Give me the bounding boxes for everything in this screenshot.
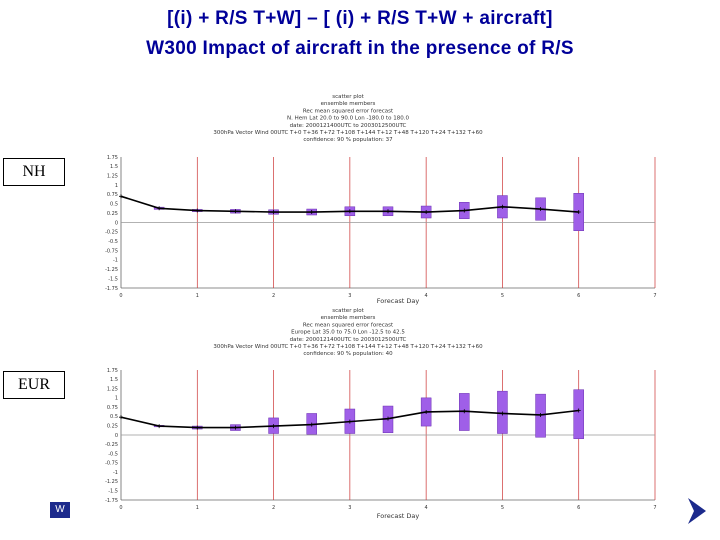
x-tick-label: 4 (425, 505, 428, 511)
x-tick-label: 5 (501, 293, 504, 299)
y-tick-label: -1.5 (108, 276, 118, 282)
caption-line: confidence: 90 % population: 37 (303, 137, 393, 143)
y-tick-label: -0.75 (105, 248, 118, 254)
mean-point (500, 411, 505, 416)
mean-point (195, 208, 200, 213)
x-tick-label: 3 (348, 293, 351, 299)
mean-point (347, 209, 352, 214)
confidence-box (573, 389, 584, 439)
mean-point (424, 210, 429, 215)
x-tick-label: 0 (119, 505, 122, 511)
caption-line: confidence: 90 % population: 40 (303, 351, 393, 357)
x-tick-label: 6 (577, 293, 580, 299)
mean-point (271, 424, 276, 429)
y-tick-label: 1 (115, 396, 118, 402)
caption-line: Rec mean squared error forecast (303, 322, 394, 328)
caption-line: 300hPa Vector Wind 00UTC T+0 T+36 T+72 T… (213, 344, 483, 350)
eur-panel-label: EUR (3, 371, 65, 399)
y-tick-label: 0 (115, 220, 118, 226)
caption-line: ensemble members (321, 101, 376, 107)
caption-line: ensemble members (321, 315, 376, 321)
caption-line: scatter plot (332, 308, 364, 314)
nh-panel-label: NH (3, 158, 65, 186)
x-tick-label: 6 (577, 505, 580, 511)
caption-line: 300hPa Vector Wind 00UTC T+0 T+36 T+72 T… (213, 130, 483, 136)
mean-point (576, 210, 581, 215)
y-tick-label: 0.25 (107, 211, 118, 217)
x-axis-label: Forecast Day (377, 512, 420, 520)
y-tick-label: -0.75 (105, 461, 118, 467)
x-tick-label: 1 (196, 505, 199, 511)
caption-line: N. Hem Lat 20.0 to 90.0 Lon -180.0 to 18… (287, 116, 409, 122)
caption-line: date: 2000121400UTC to 2003012500UTC (290, 123, 407, 129)
caption-line: scatter plot (332, 94, 364, 100)
x-tick-label: 7 (653, 293, 656, 299)
y-tick-label: 0 (115, 433, 118, 439)
y-tick-label: 1.5 (110, 377, 118, 383)
mean-point (462, 208, 467, 213)
mean-point (271, 210, 276, 215)
caption-line: Rec mean squared error forecast (303, 108, 394, 114)
caption-line: Europe Lat 35.0 to 75.0 Lon -12.5 to 42.… (291, 330, 405, 336)
y-tick-label: 0.75 (107, 405, 118, 411)
x-tick-label: 2 (272, 505, 275, 511)
y-tick-label: 1.5 (110, 164, 118, 170)
y-tick-label: -1.75 (105, 498, 118, 504)
x-tick-label: 7 (653, 505, 656, 511)
y-tick-label: -0.25 (105, 442, 118, 448)
x-tick-label: 0 (119, 293, 122, 299)
footer-fragment: W (50, 502, 70, 518)
mean-point (424, 409, 429, 414)
y-tick-label: -1 (113, 258, 118, 264)
y-tick-label: 1.25 (107, 386, 118, 392)
mean-point (347, 419, 352, 424)
mean-point (233, 425, 238, 430)
y-tick-label: 0.5 (110, 414, 118, 420)
mean-point (500, 204, 505, 209)
mean-point (576, 408, 581, 413)
y-tick-label: -1.5 (108, 489, 118, 495)
y-tick-label: 1.75 (107, 368, 118, 374)
y-tick-label: -0.25 (105, 230, 118, 236)
y-tick-label: -1.25 (105, 479, 118, 485)
y-tick-label: 0.5 (110, 202, 118, 208)
x-tick-label: 4 (425, 293, 428, 299)
y-tick-label: -1 (113, 470, 118, 476)
y-tick-label: 0.25 (107, 424, 118, 430)
x-axis-label: Forecast Day (377, 297, 420, 305)
y-tick-label: -1.25 (105, 267, 118, 273)
x-tick-label: 1 (196, 293, 199, 299)
x-tick-label: 3 (348, 505, 351, 511)
caption-line: date: 2000121400UTC to 2003012500UTC (290, 337, 407, 343)
mean-point (538, 207, 543, 212)
mean-point (309, 210, 314, 215)
mean-point (233, 209, 238, 214)
mean-point (386, 416, 390, 421)
y-tick-label: 0.75 (107, 192, 118, 198)
mean-point (157, 424, 162, 429)
slide-title-line1: [(i) + R/S T+W] – [ (i) + R/S T+W + airc… (167, 8, 553, 29)
mean-point (309, 422, 314, 427)
y-tick-label: 1 (115, 183, 118, 189)
y-tick-label: 1.25 (107, 174, 118, 180)
y-tick-label: -0.5 (108, 239, 118, 245)
slide-title-line2: W300 Impact of aircraft in the presence … (146, 38, 574, 59)
mean-point (386, 209, 390, 214)
y-tick-label: -0.5 (108, 451, 118, 457)
x-tick-label: 2 (272, 293, 275, 299)
arrow-logo-icon (688, 498, 706, 524)
mean-point (538, 412, 543, 417)
mean-point (157, 206, 162, 211)
y-tick-label: -1.75 (105, 286, 118, 292)
y-tick-label: 1.75 (107, 155, 118, 161)
mean-point (462, 409, 467, 414)
mean-point (119, 194, 123, 199)
mean-point (195, 425, 200, 430)
mean-point (119, 415, 123, 420)
x-tick-label: 5 (501, 505, 504, 511)
